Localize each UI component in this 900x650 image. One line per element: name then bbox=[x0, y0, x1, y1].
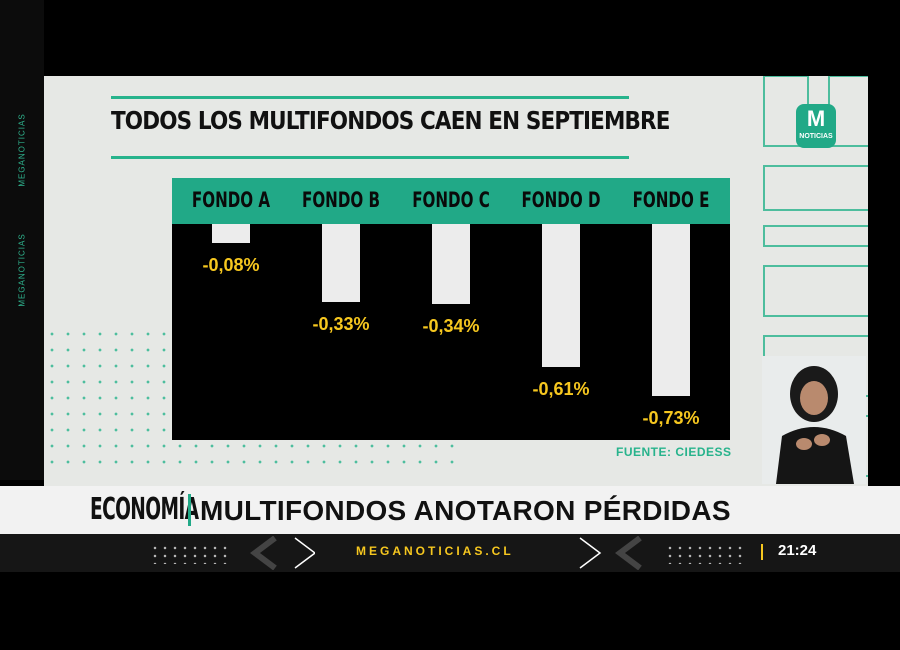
category-label: FONDO A bbox=[191, 188, 271, 212]
bar-dots-right bbox=[665, 544, 745, 564]
value-label: -0,34% bbox=[422, 315, 480, 336]
bar bbox=[652, 224, 690, 396]
value-label: -0,08% bbox=[202, 254, 260, 275]
bar bbox=[542, 224, 580, 368]
category-header-band: FONDO A FONDO B FONDO C FONDO D FONDO E bbox=[172, 178, 730, 224]
corner-shape bbox=[850, 0, 900, 80]
value-label: -0,73% bbox=[642, 407, 700, 428]
ticker-category: ECONOMÍA bbox=[90, 492, 199, 527]
chart-plot-area: FONDO A FONDO B FONDO C FONDO D FONDO E -0,0… bbox=[172, 178, 730, 440]
bar-dots-left bbox=[150, 544, 230, 564]
category-label: FONDO C bbox=[412, 188, 490, 212]
chart-board: TODOS LOS MULTIFONDOS CAEN EN SEPTIEMBRE… bbox=[44, 76, 868, 486]
title-rule-bottom bbox=[111, 156, 629, 159]
meganoticias-logo: M NOTICIAS bbox=[796, 104, 836, 148]
side-brand-label-2: MEGANOTICIAS bbox=[17, 233, 27, 307]
chevron-right-deco bbox=[579, 536, 642, 570]
logo-label: NOTICIAS bbox=[799, 133, 833, 140]
category-label: FONDO B bbox=[301, 188, 381, 212]
side-brand-label: MEGANOTICIAS bbox=[17, 113, 27, 187]
bar bbox=[212, 224, 250, 243]
chart-source: FUENTE: CIEDESS bbox=[616, 445, 732, 459]
time-separator bbox=[761, 544, 763, 560]
chevron-left-deco bbox=[250, 536, 315, 570]
news-ticker: ECONOMÍA MULTIFONDOS ANOTARON PÉRDIDAS bbox=[0, 486, 900, 534]
interpreter-figure bbox=[762, 356, 866, 484]
bottom-bar: MEGANOTICIAS.CL 21:24 bbox=[0, 534, 900, 572]
sign-language-interpreter-inset bbox=[762, 356, 866, 484]
chart-title: TODOS LOS MULTIFONDOS CAEN EN SEPTIEMBRE bbox=[111, 106, 670, 135]
clock: 21:24 bbox=[778, 542, 817, 559]
value-label: -0,61% bbox=[532, 379, 590, 400]
title-rule-top bbox=[111, 96, 629, 99]
category-label: FONDO E bbox=[632, 188, 710, 212]
site-url: MEGANOTICIAS.CL bbox=[356, 544, 514, 558]
bar bbox=[322, 224, 360, 302]
value-label: -0,33% bbox=[312, 313, 370, 334]
bar bbox=[432, 224, 470, 304]
ticker-headline: MULTIFONDOS ANOTARON PÉRDIDAS bbox=[200, 495, 731, 526]
logo-letter: M bbox=[806, 106, 826, 131]
ticker-separator bbox=[188, 494, 191, 526]
side-strip: MEGANOTICIAS MEGANOTICIAS bbox=[0, 0, 44, 480]
category-label: FONDO D bbox=[521, 188, 601, 212]
